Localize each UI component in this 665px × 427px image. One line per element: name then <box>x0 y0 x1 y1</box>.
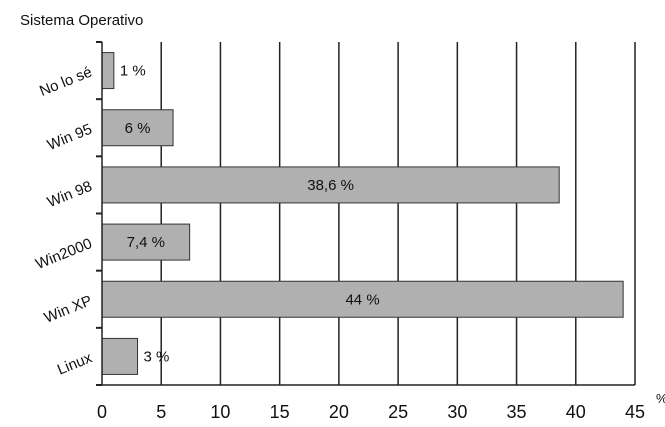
x-tick-label: 45 <box>625 402 645 422</box>
data-label: 7,4 % <box>127 234 165 251</box>
bars: 1 % 6 % 38,6 % 7,4 % 44 % 3 % <box>101 52 624 375</box>
x-tick-label: 5 <box>156 402 166 422</box>
data-label: 1 % <box>120 63 146 80</box>
bar <box>101 166 560 204</box>
data-label: 44 % <box>345 291 379 308</box>
bar <box>101 280 624 318</box>
category-label: No lo sé <box>37 64 94 100</box>
bar <box>101 223 191 261</box>
data-label: 38,6 % <box>307 177 354 194</box>
x-tick-label: 25 <box>388 402 408 422</box>
category-label: Win XP <box>42 292 95 326</box>
category-labels: No lo sé Win 95 Win 98 Win2000 Win XP Linux <box>33 64 95 379</box>
category-label: Win 95 <box>45 121 95 154</box>
x-tick-label: 10 <box>210 402 230 422</box>
category-label: Linux <box>55 349 95 378</box>
bar <box>101 52 115 90</box>
chart-title: Sistema Operativo <box>20 12 143 29</box>
x-tick-label: 0 <box>97 402 107 422</box>
category-label: Win2000 <box>33 235 94 273</box>
x-tick-label: 35 <box>507 402 527 422</box>
bar <box>101 337 139 375</box>
data-label: 3 % <box>144 348 170 365</box>
data-label: 6 % <box>125 120 151 137</box>
x-tick-label: 15 <box>270 402 290 422</box>
x-tick-label: 40 <box>566 402 586 422</box>
x-tick-label: 20 <box>329 402 349 422</box>
category-label: Win 98 <box>45 178 95 211</box>
x-tick-label: 30 <box>447 402 467 422</box>
bar <box>101 109 174 147</box>
grid-lines <box>160 42 636 385</box>
x-axis: 0 5 10 15 20 25 30 35 40 45 <box>96 41 645 422</box>
x-axis-unit-label: % <box>656 391 665 406</box>
